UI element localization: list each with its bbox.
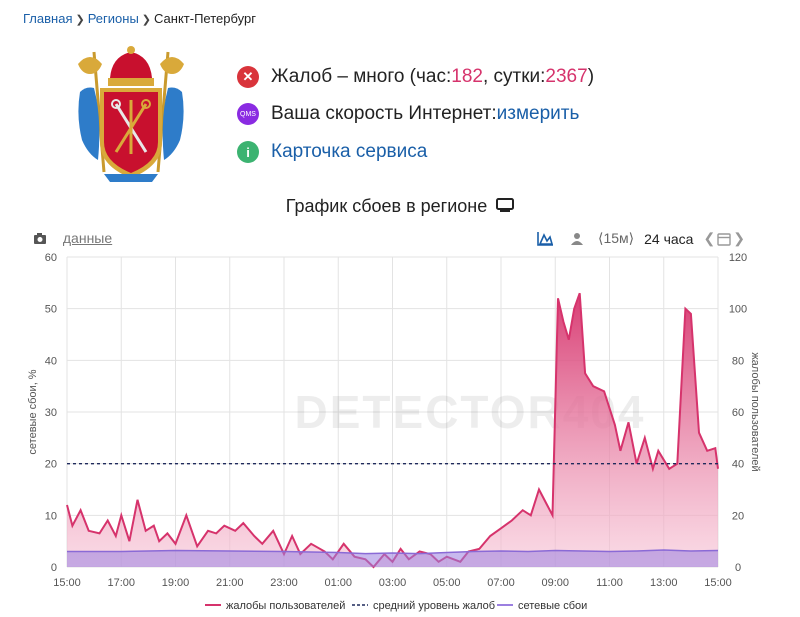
period-15m-toggle[interactable]: ⟨15м⟩ [598, 230, 635, 246]
y-right-tick-label: 60 [732, 407, 744, 419]
y-right-tick-label: 120 [729, 252, 747, 264]
complaints-status: ✕ Жалоб – много (час: 182, сутки: 2367) [237, 66, 594, 88]
service-card-link[interactable]: Карточка сервиса [271, 141, 428, 162]
outages-line [67, 549, 719, 555]
chart-axes: 0 10 20 30 40 50 60 0 20 40 60 80 100 120 15:00 17:00 19… [27, 252, 761, 589]
complaints-suffix: ) [587, 66, 595, 87]
x-tick-label: 15:00 [53, 577, 81, 589]
area-chart-icon[interactable] [536, 231, 554, 247]
user-icon[interactable] [570, 232, 584, 246]
service-card-row: i Карточка сервиса [237, 141, 427, 163]
chevron-left-icon[interactable]: ❮ [703, 230, 716, 246]
y-left-tick-label: 10 [45, 510, 57, 522]
x-tick-label: 23:00 [270, 577, 298, 589]
breadcrumb-regions[interactable]: Регионы [87, 11, 139, 26]
x-tick-label: 05:00 [433, 577, 461, 589]
outages-area [67, 550, 718, 567]
x-tick-label: 01:00 [324, 577, 352, 589]
monitor-icon [496, 198, 515, 212]
error-x-icon: ✕ [237, 66, 259, 88]
data-link[interactable]: данные [62, 230, 113, 246]
y-right-tick-label: 40 [732, 459, 744, 471]
chevron-right-icon: ❯ [141, 14, 152, 26]
y-right-tick-label: 20 [732, 510, 744, 522]
x-tick-label: 03:00 [379, 577, 407, 589]
x-tick-label: 19:00 [162, 577, 190, 589]
chart-toolbar-right: ⟨15м⟩ 24 часа ❮ ❯ [536, 230, 745, 247]
complaints-hour-count: 182 [451, 66, 483, 87]
speed-measure-link[interactable]: измерить [496, 103, 580, 124]
y-left-tick-label: 30 [45, 407, 57, 419]
x-tick-label: 15:00 [704, 577, 732, 589]
breadcrumb-current: Санкт-Петербург [154, 11, 256, 26]
info-icon: i [237, 141, 259, 163]
camera-icon[interactable] [33, 232, 47, 245]
x-tick-label: 17:00 [107, 577, 135, 589]
x-tick-label: 09:00 [541, 577, 569, 589]
x-tick-label: 11:00 [596, 577, 623, 589]
x-tick-label: 13:00 [650, 577, 678, 589]
y-left-tick-label: 50 [45, 304, 57, 316]
legend-average-label: средний уровень жалоб [373, 600, 495, 612]
complaints-area [67, 293, 718, 567]
chevron-right-icon: ❯ [75, 14, 85, 26]
graph-title-text: График сбоев в регионе [285, 196, 488, 216]
y-left-tick-label: 20 [45, 459, 57, 471]
chevron-right-icon[interactable]: ❯ [733, 230, 745, 246]
y-left-axis-label: сетевые сбои, % [27, 369, 39, 454]
complaints-prefix: Жалоб – много (час: [271, 66, 452, 87]
legend-complaints-label: жалобы пользователей [226, 600, 345, 612]
y-left-tick-label: 40 [45, 355, 57, 367]
y-right-axis-label: жалобы пользователей [749, 352, 761, 471]
y-right-tick-label: 80 [732, 355, 744, 367]
period-24h-toggle[interactable]: 24 часа [644, 230, 694, 247]
breadcrumb-home[interactable]: Главная [23, 11, 73, 26]
chart-legend: жалобы пользователей средний уровень жало… [205, 600, 587, 612]
y-right-tick-label: 0 [735, 562, 741, 574]
coat-of-arms-image [78, 46, 184, 182]
x-tick-label: 07:00 [487, 577, 515, 589]
qms-icon: QMS [237, 103, 259, 125]
x-tick-label: 21:00 [216, 577, 244, 589]
chart-series [66, 292, 719, 569]
complaints-mid: , сутки: [482, 66, 546, 87]
graph-title: График сбоев в регионе [0, 196, 800, 217]
breadcrumb: Главная ❯ Регионы ❯ Санкт-Петербург [23, 11, 256, 26]
legend-outages-label: сетевые сбои [518, 600, 587, 612]
y-left-tick-label: 0 [51, 562, 57, 574]
y-right-tick-label: 100 [729, 304, 747, 316]
chart-toolbar-left: данные [33, 230, 112, 246]
y-left-tick-label: 60 [45, 252, 57, 264]
complaints-day-count: 2367 [545, 66, 588, 87]
speed-label: Ваша скорость Интернет: [271, 103, 497, 124]
calendar-icon[interactable] [717, 232, 731, 246]
outage-chart: DETECTOR404 0102030405060020406080100120… [27, 252, 761, 612]
speed-status: QMS Ваша скорость Интернет: измерить [237, 103, 579, 125]
